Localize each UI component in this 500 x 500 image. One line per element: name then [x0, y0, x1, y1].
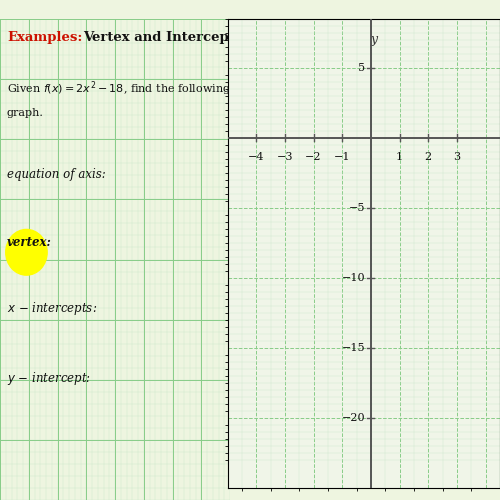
Text: −5: −5 — [348, 203, 365, 213]
Text: $y$ $-$ intercept:: $y$ $-$ intercept: — [7, 370, 91, 387]
Text: −15: −15 — [342, 342, 365, 352]
Text: −4: −4 — [248, 152, 264, 162]
Text: 1: 1 — [396, 152, 403, 162]
Text: 2: 2 — [424, 152, 432, 162]
Text: −10: −10 — [342, 272, 365, 282]
Text: −3: −3 — [276, 152, 293, 162]
Text: 5: 5 — [358, 63, 365, 73]
Text: 3: 3 — [454, 152, 460, 162]
Text: y: y — [371, 33, 378, 46]
Text: equation of axis:: equation of axis: — [7, 168, 105, 181]
Text: −1: −1 — [334, 152, 350, 162]
Text: $x$ $-$ intercepts:: $x$ $-$ intercepts: — [7, 300, 97, 318]
Text: −20: −20 — [342, 412, 365, 422]
Text: −2: −2 — [306, 152, 322, 162]
Text: Vertex and Intercepts of a Parab: Vertex and Intercepts of a Parab — [83, 31, 322, 44]
Text: graph.: graph. — [7, 108, 44, 118]
Text: vertex:: vertex: — [7, 236, 52, 250]
Text: Given $f(x) = 2x^2 - 18$, find the following and th: Given $f(x) = 2x^2 - 18$, find the follo… — [7, 79, 270, 98]
Text: Examples:: Examples: — [7, 31, 82, 44]
Ellipse shape — [6, 230, 47, 275]
